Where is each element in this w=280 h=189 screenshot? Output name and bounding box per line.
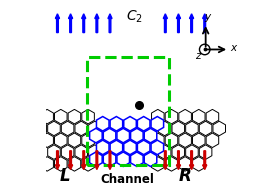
Polygon shape — [137, 116, 150, 131]
Polygon shape — [151, 157, 164, 171]
Polygon shape — [103, 128, 116, 143]
Polygon shape — [41, 109, 53, 124]
Polygon shape — [34, 121, 46, 136]
FancyArrow shape — [108, 151, 112, 170]
Polygon shape — [158, 121, 171, 136]
Polygon shape — [90, 152, 102, 167]
Polygon shape — [103, 152, 116, 167]
Polygon shape — [90, 128, 102, 143]
Polygon shape — [213, 121, 225, 136]
FancyArrow shape — [190, 151, 194, 170]
Polygon shape — [82, 133, 94, 148]
Polygon shape — [192, 109, 205, 124]
Polygon shape — [130, 128, 143, 143]
Text: R: R — [179, 167, 192, 184]
Polygon shape — [172, 145, 185, 159]
Polygon shape — [117, 128, 129, 143]
Polygon shape — [151, 133, 164, 148]
Polygon shape — [96, 116, 109, 131]
Polygon shape — [179, 133, 192, 148]
FancyArrow shape — [176, 151, 181, 170]
Polygon shape — [96, 140, 109, 155]
Polygon shape — [192, 157, 205, 171]
Polygon shape — [55, 157, 67, 171]
Bar — [87, 57, 169, 165]
Polygon shape — [68, 157, 81, 171]
Text: $\mathit{C}_2$: $\mathit{C}_2$ — [126, 9, 143, 25]
Polygon shape — [179, 157, 192, 171]
Polygon shape — [41, 157, 53, 171]
Polygon shape — [192, 133, 205, 148]
FancyArrow shape — [176, 14, 181, 33]
Text: y: y — [204, 12, 211, 22]
FancyArrow shape — [69, 14, 73, 33]
Polygon shape — [61, 121, 74, 136]
FancyArrow shape — [69, 151, 73, 170]
Polygon shape — [89, 121, 101, 136]
Polygon shape — [151, 109, 164, 124]
Polygon shape — [206, 109, 219, 124]
Polygon shape — [137, 140, 150, 155]
Text: x: x — [230, 43, 236, 53]
Polygon shape — [68, 109, 81, 124]
Text: z: z — [195, 51, 200, 61]
FancyArrow shape — [95, 151, 99, 170]
Polygon shape — [172, 121, 185, 136]
Polygon shape — [151, 116, 164, 131]
Polygon shape — [186, 145, 198, 159]
Polygon shape — [130, 152, 143, 167]
Polygon shape — [41, 133, 53, 148]
FancyArrow shape — [163, 14, 167, 33]
Polygon shape — [124, 140, 136, 155]
Polygon shape — [55, 109, 67, 124]
Polygon shape — [165, 133, 178, 148]
Polygon shape — [82, 109, 94, 124]
FancyArrow shape — [82, 151, 86, 170]
Polygon shape — [75, 121, 88, 136]
FancyArrow shape — [55, 14, 60, 33]
Polygon shape — [165, 109, 178, 124]
Polygon shape — [82, 157, 94, 171]
Polygon shape — [68, 133, 81, 148]
Polygon shape — [61, 145, 74, 159]
FancyArrow shape — [190, 14, 194, 33]
Polygon shape — [124, 116, 136, 131]
Polygon shape — [199, 121, 212, 136]
Polygon shape — [151, 140, 164, 155]
FancyArrow shape — [55, 151, 60, 170]
Polygon shape — [110, 140, 123, 155]
Polygon shape — [179, 109, 192, 124]
Polygon shape — [48, 145, 60, 159]
Polygon shape — [199, 145, 212, 159]
Polygon shape — [158, 145, 171, 159]
Polygon shape — [206, 133, 219, 148]
FancyArrow shape — [82, 14, 86, 33]
FancyArrow shape — [108, 14, 112, 33]
Polygon shape — [165, 157, 178, 171]
Text: Channel: Channel — [101, 174, 155, 186]
FancyArrow shape — [95, 14, 99, 33]
Polygon shape — [186, 121, 198, 136]
Text: L: L — [60, 167, 70, 184]
Polygon shape — [144, 152, 157, 167]
Polygon shape — [144, 128, 157, 143]
Circle shape — [199, 44, 210, 55]
FancyArrow shape — [203, 14, 207, 33]
Polygon shape — [75, 145, 88, 159]
Polygon shape — [55, 133, 67, 148]
Polygon shape — [110, 116, 123, 131]
Polygon shape — [27, 109, 40, 124]
Polygon shape — [89, 145, 101, 159]
Polygon shape — [27, 133, 40, 148]
FancyArrow shape — [163, 151, 167, 170]
Polygon shape — [48, 121, 60, 136]
FancyArrow shape — [203, 151, 207, 170]
Polygon shape — [117, 152, 129, 167]
